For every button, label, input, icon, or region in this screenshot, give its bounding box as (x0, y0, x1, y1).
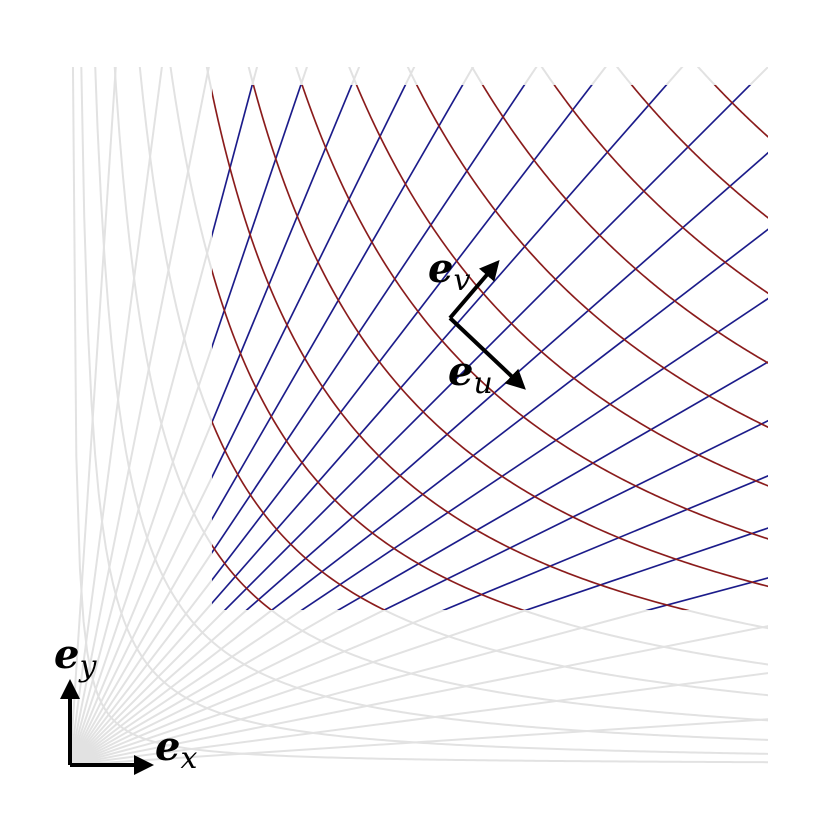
red-hyperbola (553, 85, 768, 295)
label-sub: v (453, 263, 470, 298)
blue-ray (212, 85, 254, 239)
gray-ray (70, 67, 607, 765)
label-sub: u (473, 366, 492, 401)
gray-ray (70, 625, 768, 765)
arrow-ev (448, 259, 500, 320)
gray-ray (70, 67, 475, 765)
label-sub: y (77, 649, 97, 684)
blue-ray (245, 151, 768, 610)
label-sub: x (180, 741, 197, 776)
gray-hyperbola (94, 67, 768, 741)
gray-ray (70, 228, 768, 765)
blue-ray (645, 577, 768, 610)
label-ex: ex (155, 723, 197, 776)
blue-ray (223, 85, 752, 610)
basis-arrows (60, 259, 526, 775)
label-ev: ev (428, 245, 470, 298)
gray-ray (70, 67, 163, 765)
gray-ray (70, 67, 259, 765)
red-hyperbola (630, 85, 768, 219)
blue-ray (382, 419, 768, 610)
arrow-eu (448, 316, 526, 390)
red-hyperbola (713, 85, 768, 138)
blue-ray (212, 85, 526, 554)
blue-ray (336, 361, 768, 610)
red-hyperbola (481, 85, 768, 364)
label-base: e (428, 245, 453, 292)
label-base: e (54, 631, 79, 678)
gray-ray (70, 672, 768, 765)
blue-ray (212, 85, 302, 350)
blue-ray (212, 85, 668, 605)
label-base: e (155, 723, 180, 770)
coordinate-grid (212, 85, 768, 610)
blue-ray (524, 527, 768, 610)
blue-ray (442, 475, 768, 610)
red-hyperbola (212, 88, 690, 610)
red-hyperbola (212, 543, 273, 610)
red-hyperbola (301, 85, 768, 540)
red-hyperbola (212, 419, 387, 610)
red-hyperbola (212, 267, 526, 610)
gray-hyperbola (80, 67, 768, 755)
blue-ray (212, 85, 464, 521)
gray-ray (70, 576, 768, 765)
red-hyperbola (415, 85, 768, 429)
gray-hyperbola (71, 67, 768, 764)
blue-ray (212, 85, 407, 479)
label-ey: ey (54, 631, 97, 684)
gray-ray (70, 67, 210, 765)
blue-ray (212, 85, 353, 425)
blue-ray (270, 228, 768, 610)
blue-ray (212, 85, 593, 582)
label-base: e (448, 348, 473, 395)
red-hyperbola (355, 85, 768, 487)
blue-ray (300, 297, 768, 610)
label-eu: eu (448, 348, 493, 401)
red-hyperbola (252, 85, 768, 588)
